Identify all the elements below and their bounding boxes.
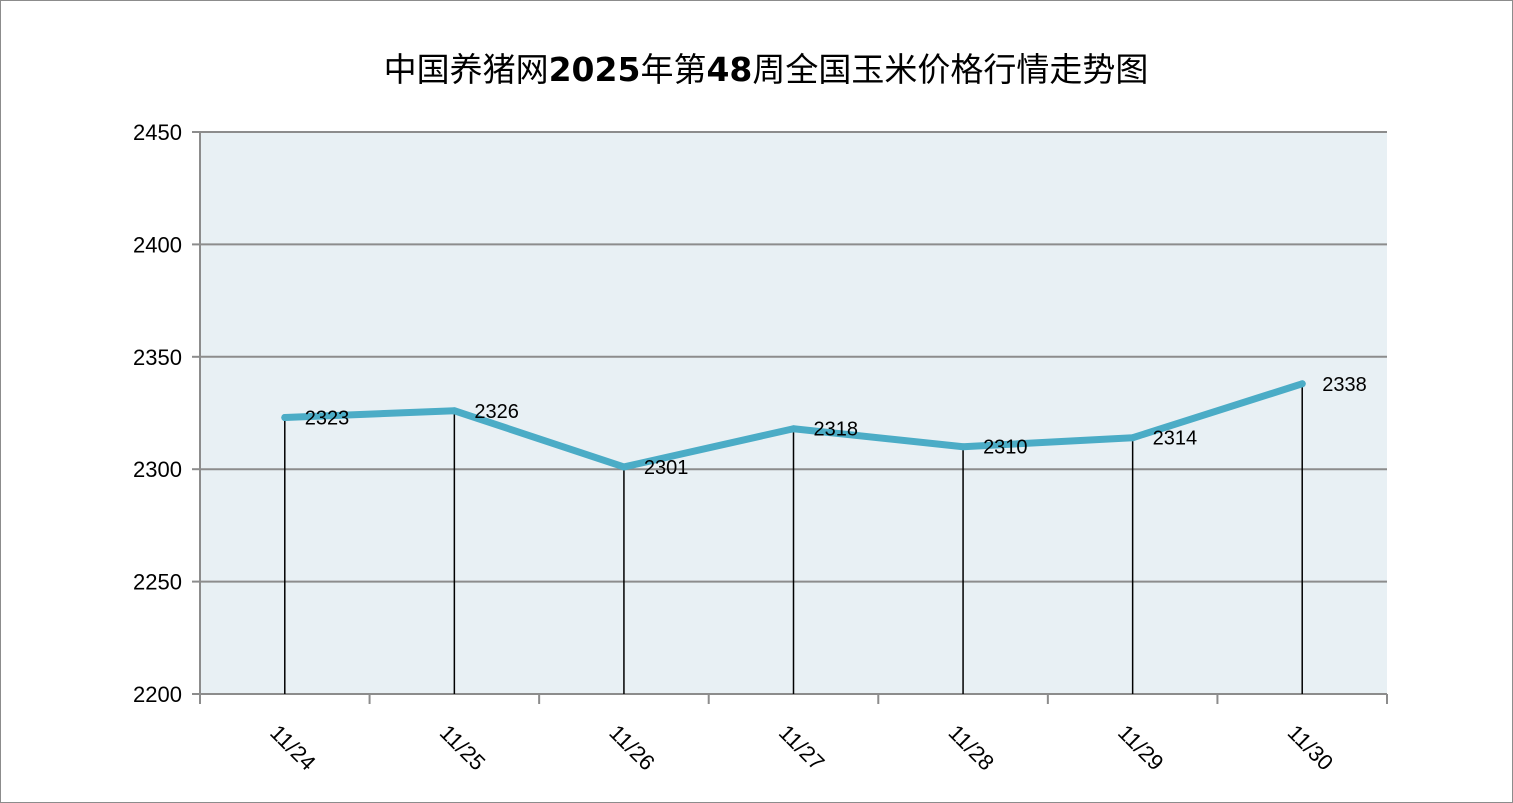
xtick-label-11/28: 11/28 — [944, 720, 999, 775]
data-point-11/25 — [450, 407, 458, 415]
data-label-11/26: 2301 — [644, 457, 689, 479]
xtick-label-11/26: 11/26 — [604, 720, 659, 775]
data-point-11/24 — [281, 413, 289, 421]
data-label-11/25: 2326 — [474, 401, 519, 423]
xtick-label-11/29: 11/29 — [1113, 720, 1168, 775]
title-part-4: 48 — [706, 50, 752, 89]
ytick-label-2300: 2300 — [133, 457, 182, 482]
xtick-label-11/30: 11/30 — [1283, 720, 1338, 775]
y-axis: 2200 2250 2300 2350 2400 2450 — [133, 120, 201, 707]
ytick-label-2250: 2250 — [133, 570, 182, 595]
data-label-11/27: 2318 — [814, 419, 859, 441]
ytick-label-2200: 2200 — [133, 682, 182, 707]
xtick-label-11/27: 11/27 — [774, 720, 829, 775]
data-point-11/28 — [959, 443, 967, 451]
series-line-group — [281, 380, 1306, 471]
data-point-11/27 — [790, 425, 797, 433]
data-label-11/30: 2338 — [1322, 374, 1367, 396]
xtick-label-11/25: 11/25 — [435, 720, 490, 775]
title-part-3: 年第 — [640, 50, 706, 89]
data-labels: 2323 2326 2301 2318 2310 2314 2338 — [305, 374, 1367, 479]
data-label-11/29: 2314 — [1153, 428, 1198, 450]
ytick-label-2450: 2450 — [133, 120, 182, 145]
data-point-11/26 — [620, 463, 628, 471]
x-axis: 11/24 11/25 11/26 11/27 11/28 11/29 11/30 — [199, 693, 1388, 775]
title-part-1: 中国养猪网 — [384, 50, 549, 89]
drop-lines — [284, 383, 1303, 694]
ytick-label-2400: 2400 — [133, 232, 182, 257]
data-point-11/29 — [1129, 434, 1137, 442]
ytick-label-2350: 2350 — [133, 345, 182, 370]
xtick-label-11/24: 11/24 — [265, 720, 320, 775]
title-part-2: 2025 — [549, 50, 641, 89]
title-part-5: 周全国玉米价格行情走势图 — [752, 50, 1148, 89]
data-label-11/28: 2310 — [983, 437, 1028, 459]
data-label-11/24: 2323 — [305, 407, 350, 429]
data-point-11/30 — [1298, 380, 1306, 388]
chart-title: 中国养猪网2025年第48周全国玉米价格行情走势图 — [384, 50, 1149, 89]
